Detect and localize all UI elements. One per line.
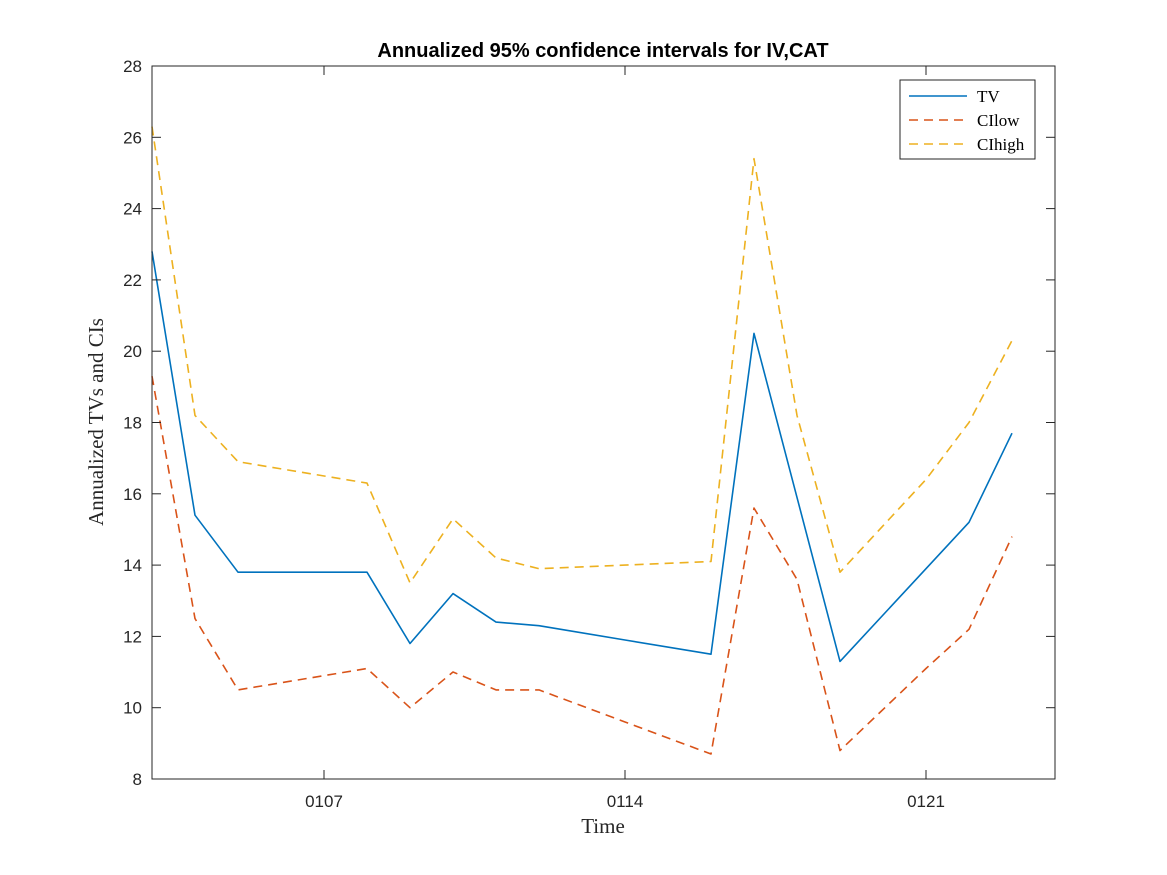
legend-label-cilow: CIlow <box>977 111 1020 130</box>
series-layer <box>151 126 1013 755</box>
y-axis-label: Annualized TVs and CIs <box>84 318 108 526</box>
y-tick-label: 14 <box>123 556 142 575</box>
y-tick-label: 20 <box>123 342 142 361</box>
y-tick-label: 26 <box>123 128 142 147</box>
plot-area <box>152 66 1055 779</box>
legend-label-tv: TV <box>977 87 1000 106</box>
series-line-cilow <box>151 376 1013 755</box>
y-tick-label: 8 <box>133 770 142 789</box>
y-tick-label: 22 <box>123 271 142 290</box>
x-tick-label: 0121 <box>907 792 945 811</box>
y-tick-label: 16 <box>123 485 142 504</box>
x-axis-label: Time <box>581 814 625 838</box>
series-line-cihigh <box>151 126 1013 584</box>
y-tick-label: 12 <box>123 627 142 646</box>
chart-title: Annualized 95% confidence intervals for … <box>377 40 828 62</box>
x-tick-label: 0114 <box>607 792 644 811</box>
legend-label-cihigh: CIhigh <box>977 135 1025 154</box>
legend: TV CIlow CIhigh <box>899 79 1036 160</box>
y-tick-label: 18 <box>123 414 142 433</box>
y-tick-label: 10 <box>123 699 142 718</box>
x-tick-label: 0107 <box>305 792 343 811</box>
y-tick-label: 28 <box>123 57 142 76</box>
series-line-tv <box>151 251 1013 663</box>
legend-box <box>899 79 1036 160</box>
tick-layer: 8 10 12 14 16 18 20 22 24 26 28 0107 0114 0121 <box>123 57 1055 811</box>
y-tick-label: 24 <box>123 200 142 219</box>
